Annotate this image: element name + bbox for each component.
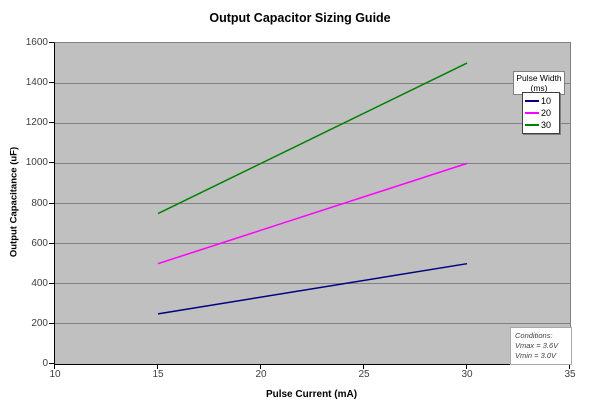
x-tick-mark xyxy=(157,364,158,369)
y-tick-mark xyxy=(49,322,54,324)
legend-line-sample xyxy=(525,100,539,102)
y-tick-mark xyxy=(49,82,54,84)
y-tick-mark xyxy=(49,122,54,124)
y-tick-mark xyxy=(49,42,54,43)
y-tick-label: 0 xyxy=(42,358,48,369)
x-tick-mark xyxy=(363,364,364,369)
conditions-line3: Vmin = 3.0V xyxy=(515,351,557,360)
y-tick-mark xyxy=(49,282,54,284)
x-tick-label: 35 xyxy=(564,369,576,380)
y-tick-label: 400 xyxy=(31,277,48,289)
gridline xyxy=(55,162,570,164)
legend-item-label: 20 xyxy=(541,108,552,118)
legend-item: 30 xyxy=(525,120,557,130)
legend-line-sample xyxy=(525,124,539,126)
legend-item-label: 10 xyxy=(541,96,552,106)
series-lines xyxy=(157,62,468,315)
gridline xyxy=(55,82,570,84)
x-tick-label: 30 xyxy=(461,369,473,380)
y-tick-mark xyxy=(49,162,54,164)
y-tick-label: 1600 xyxy=(25,37,48,48)
x-tick-mark xyxy=(466,364,467,369)
legend: 10 20 30 xyxy=(522,92,560,134)
y-tick-mark xyxy=(49,242,54,244)
series-line-10 xyxy=(157,262,468,315)
conditions-annotation: Conditions: Vmax = 3.6V Vmin = 3.0V xyxy=(510,327,572,365)
y-tick-label: 1200 xyxy=(25,117,48,129)
x-tick-mark xyxy=(54,364,55,369)
series-line-20 xyxy=(157,162,468,265)
x-axis-title: Pulse Current (mA) xyxy=(265,389,358,400)
legend-item: 20 xyxy=(525,108,557,118)
y-tick-mark xyxy=(49,202,54,204)
y-tick-label: 200 xyxy=(31,317,48,329)
x-tick-label: 15 xyxy=(152,369,164,380)
x-tick-label: 20 xyxy=(255,369,267,380)
y-tick-mark xyxy=(49,363,54,364)
x-tick-mark xyxy=(569,364,570,369)
gridline xyxy=(55,243,570,245)
y-tick-label: 600 xyxy=(31,237,48,249)
gridline xyxy=(55,323,570,325)
y-tick-label: 800 xyxy=(31,197,48,209)
legend-item-label: 30 xyxy=(541,120,552,130)
gridline xyxy=(55,283,570,285)
y-tick-label: 1000 xyxy=(25,157,48,169)
legend-item: 10 xyxy=(525,96,557,106)
legend-title-line2: (ms) xyxy=(530,83,548,93)
conditions-line1: Conditions: xyxy=(515,331,553,340)
legend-line-sample xyxy=(525,112,539,114)
conditions-line2: Vmax = 3.6V xyxy=(515,341,559,350)
y-tick-label: 1400 xyxy=(25,77,48,89)
legend-title-line1: Pulse Width xyxy=(516,73,562,83)
gridline xyxy=(55,203,570,204)
x-tick-label: 10 xyxy=(49,369,61,380)
series-line-30 xyxy=(157,62,468,215)
x-tick-label: 25 xyxy=(358,369,370,380)
chart-title: Output Capacitor Sizing Guide xyxy=(209,11,391,25)
gridline xyxy=(55,122,570,124)
plot-area xyxy=(54,42,571,365)
x-tick-mark xyxy=(260,364,261,369)
